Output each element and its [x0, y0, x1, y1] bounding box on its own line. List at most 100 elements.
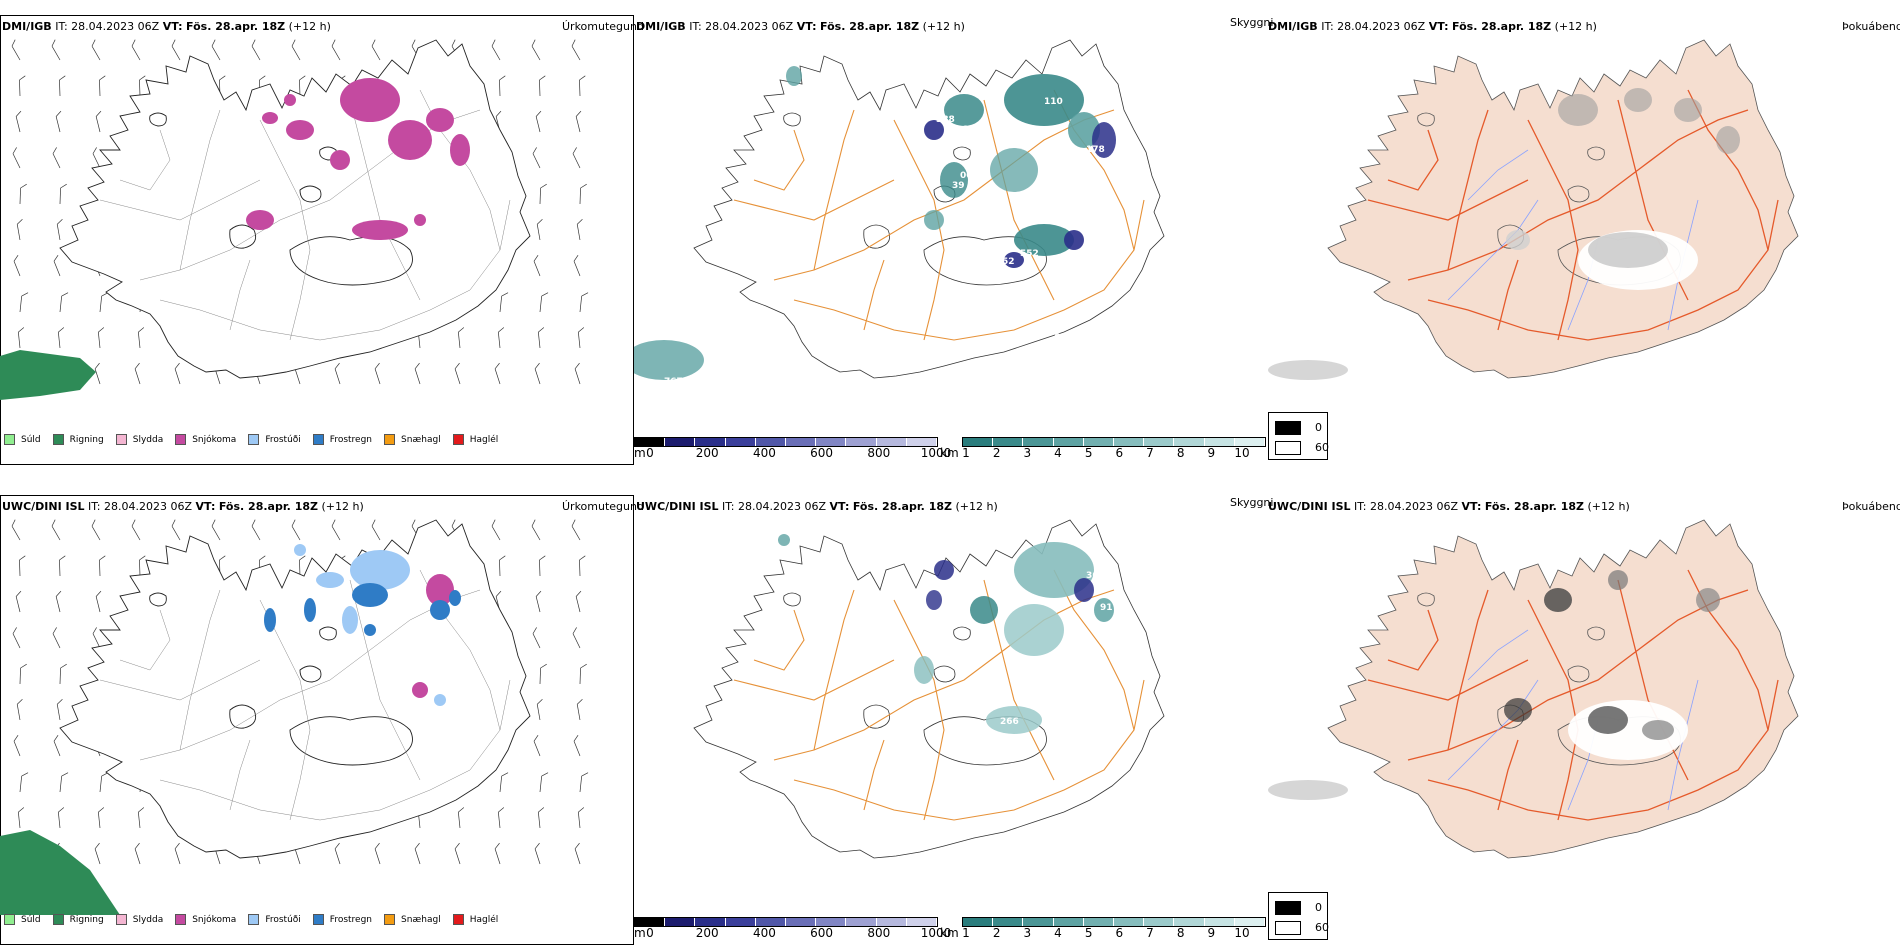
- visibility-tick: 1: [962, 446, 970, 460]
- legend-swatch: [52, 914, 64, 925]
- scale-segment: [635, 918, 666, 926]
- scale-segment: [1174, 918, 1205, 926]
- precip-type-label: Úrkomutegund: [562, 20, 644, 33]
- cloud-value-label: 110: [1044, 97, 1063, 107]
- legend-swatch: [175, 434, 187, 445]
- visibility-tick: 5: [1084, 926, 1093, 940]
- cloud-value-label: 27: [1090, 279, 1103, 289]
- it-label: IT:: [689, 20, 702, 33]
- vt-value: Fös. 28.apr. 18Z: [1452, 20, 1552, 33]
- cloud-base-tick: 1000: [920, 446, 952, 460]
- fog-panel-top: DMI/IGB IT: 28.04.2023 06Z VT: Fös. 28.a…: [1268, 0, 1900, 470]
- precip-map: [0, 39, 589, 400]
- legend-label: Snjókoma: [192, 914, 237, 925]
- scale-segment: [816, 918, 847, 926]
- fog-swatch-60: [1275, 441, 1301, 455]
- visibility-tick: 7: [1146, 446, 1154, 460]
- lead-time: (+12 h): [1587, 500, 1630, 513]
- panel-title: UWC/DINI ISL IT: 28.04.2023 06Z VT: Fös.…: [2, 500, 364, 513]
- cloud-base-scale: [634, 917, 938, 927]
- scale-segment: [816, 438, 847, 446]
- scale-segment: [1234, 438, 1266, 446]
- cloud-base-scale: [634, 437, 938, 447]
- fog-map: [1268, 39, 1799, 380]
- legend-label: Slydda: [132, 914, 164, 925]
- cloud-value-label: 135: [1058, 725, 1077, 735]
- fog-swatch-60: [1275, 921, 1301, 935]
- scale-segment: [1204, 918, 1235, 926]
- scale-segment: [1204, 438, 1235, 446]
- it-value: 28.04.2023 06Z: [104, 500, 193, 513]
- lead-time: (+12 h): [1554, 20, 1597, 33]
- visibility-tick: 9: [1207, 926, 1216, 940]
- scale-segment: [876, 918, 907, 926]
- legend-swatch: [248, 914, 260, 925]
- cloud-base-tick: 400: [752, 446, 776, 460]
- scale-segment: [1234, 918, 1266, 926]
- model-name: UWC/DINI ISL: [2, 500, 85, 513]
- cloud-value-label: 552: [1020, 249, 1039, 259]
- legend-item: Súld: [4, 434, 41, 445]
- visibility-tick: 4: [1054, 446, 1062, 460]
- legend-swatch: [248, 434, 260, 445]
- fog-index-label: Þokuábendi: [1842, 500, 1900, 513]
- scale-segment: [695, 918, 726, 926]
- legend-label: Rigning: [69, 434, 104, 445]
- legend-item: Frostregn: [312, 914, 372, 925]
- visibility-tick: 8: [1176, 446, 1185, 460]
- legend-swatch: [384, 914, 396, 925]
- cloud-value-label: 6: [1054, 333, 1060, 343]
- legend-label: Snæhagl: [401, 434, 441, 445]
- vt-value: Fös. 28.apr. 18Z: [852, 500, 952, 513]
- vt-label: VT:: [829, 500, 850, 513]
- legend-swatch: [175, 914, 187, 925]
- it-value: 28.04.2023 06Z: [1337, 20, 1426, 33]
- legend-label: Súld: [21, 914, 41, 925]
- cloud-base-tick: 0: [646, 926, 654, 940]
- scale-segment: [1144, 438, 1175, 446]
- cloud-base-tick: 200: [695, 446, 719, 460]
- legend-swatch: [4, 434, 15, 445]
- cloud-value-label: 178: [1086, 145, 1105, 155]
- fog-map: [1268, 519, 1799, 859]
- cloud-value-label: 12: [936, 669, 949, 679]
- precip-panel-frame: [0, 15, 634, 465]
- legend-item: Snæhagl: [384, 434, 441, 445]
- cloud-value-label: 363: [1086, 571, 1105, 581]
- legend-swatch: [52, 434, 64, 445]
- lead-time: (+12 h): [321, 500, 364, 513]
- legend-label: Frostúði: [265, 914, 301, 925]
- it-value: 28.04.2023 06Z: [738, 500, 827, 513]
- legend-swatch: [312, 914, 324, 925]
- panel-title: DMI/IGB IT: 28.04.2023 06Z VT: Fös. 28.a…: [1268, 20, 1597, 33]
- cloud-value-label: 266: [1000, 717, 1019, 727]
- vt-value: Fös. 28.apr. 18Z: [820, 20, 920, 33]
- scale-segment: [906, 918, 938, 926]
- panel-title: UWC/DINI ISL IT: 28.04.2023 06Z VT: Fös.…: [1268, 500, 1630, 513]
- model-name: UWC/DINI ISL: [636, 500, 719, 513]
- scale-segment: [755, 918, 787, 926]
- legend-item: Rigning: [52, 914, 104, 925]
- cloud-value-label: 39: [1116, 639, 1129, 649]
- model-name: DMI/IGB: [1268, 20, 1318, 33]
- cloud-value-label: 39: [952, 181, 965, 191]
- it-label: IT:: [1354, 500, 1367, 513]
- vt-label: VT:: [1428, 20, 1449, 33]
- scale-segment: [695, 438, 726, 446]
- it-value: 28.04.2023 06Z: [71, 20, 160, 33]
- scale-segment: [846, 438, 877, 446]
- legend-label: Frostregn: [329, 434, 373, 445]
- it-label: IT:: [722, 500, 735, 513]
- fog-panel-bottom: UWC/DINI ISL IT: 28.04.2023 06Z VT: Fös.…: [1268, 480, 1900, 950]
- fog-swatch-0: [1275, 901, 1301, 915]
- legend-swatch: [312, 434, 324, 445]
- legend-label: Snjókoma: [192, 434, 237, 445]
- legend-item: Slydda: [115, 914, 164, 925]
- fog-legend: 0 60: [1268, 412, 1329, 460]
- scale-segment: [876, 438, 907, 446]
- legend-swatch: [452, 914, 464, 925]
- vt-label: VT:: [195, 500, 216, 513]
- legend-label: Haglél: [469, 914, 499, 925]
- scale-segment: [786, 918, 817, 926]
